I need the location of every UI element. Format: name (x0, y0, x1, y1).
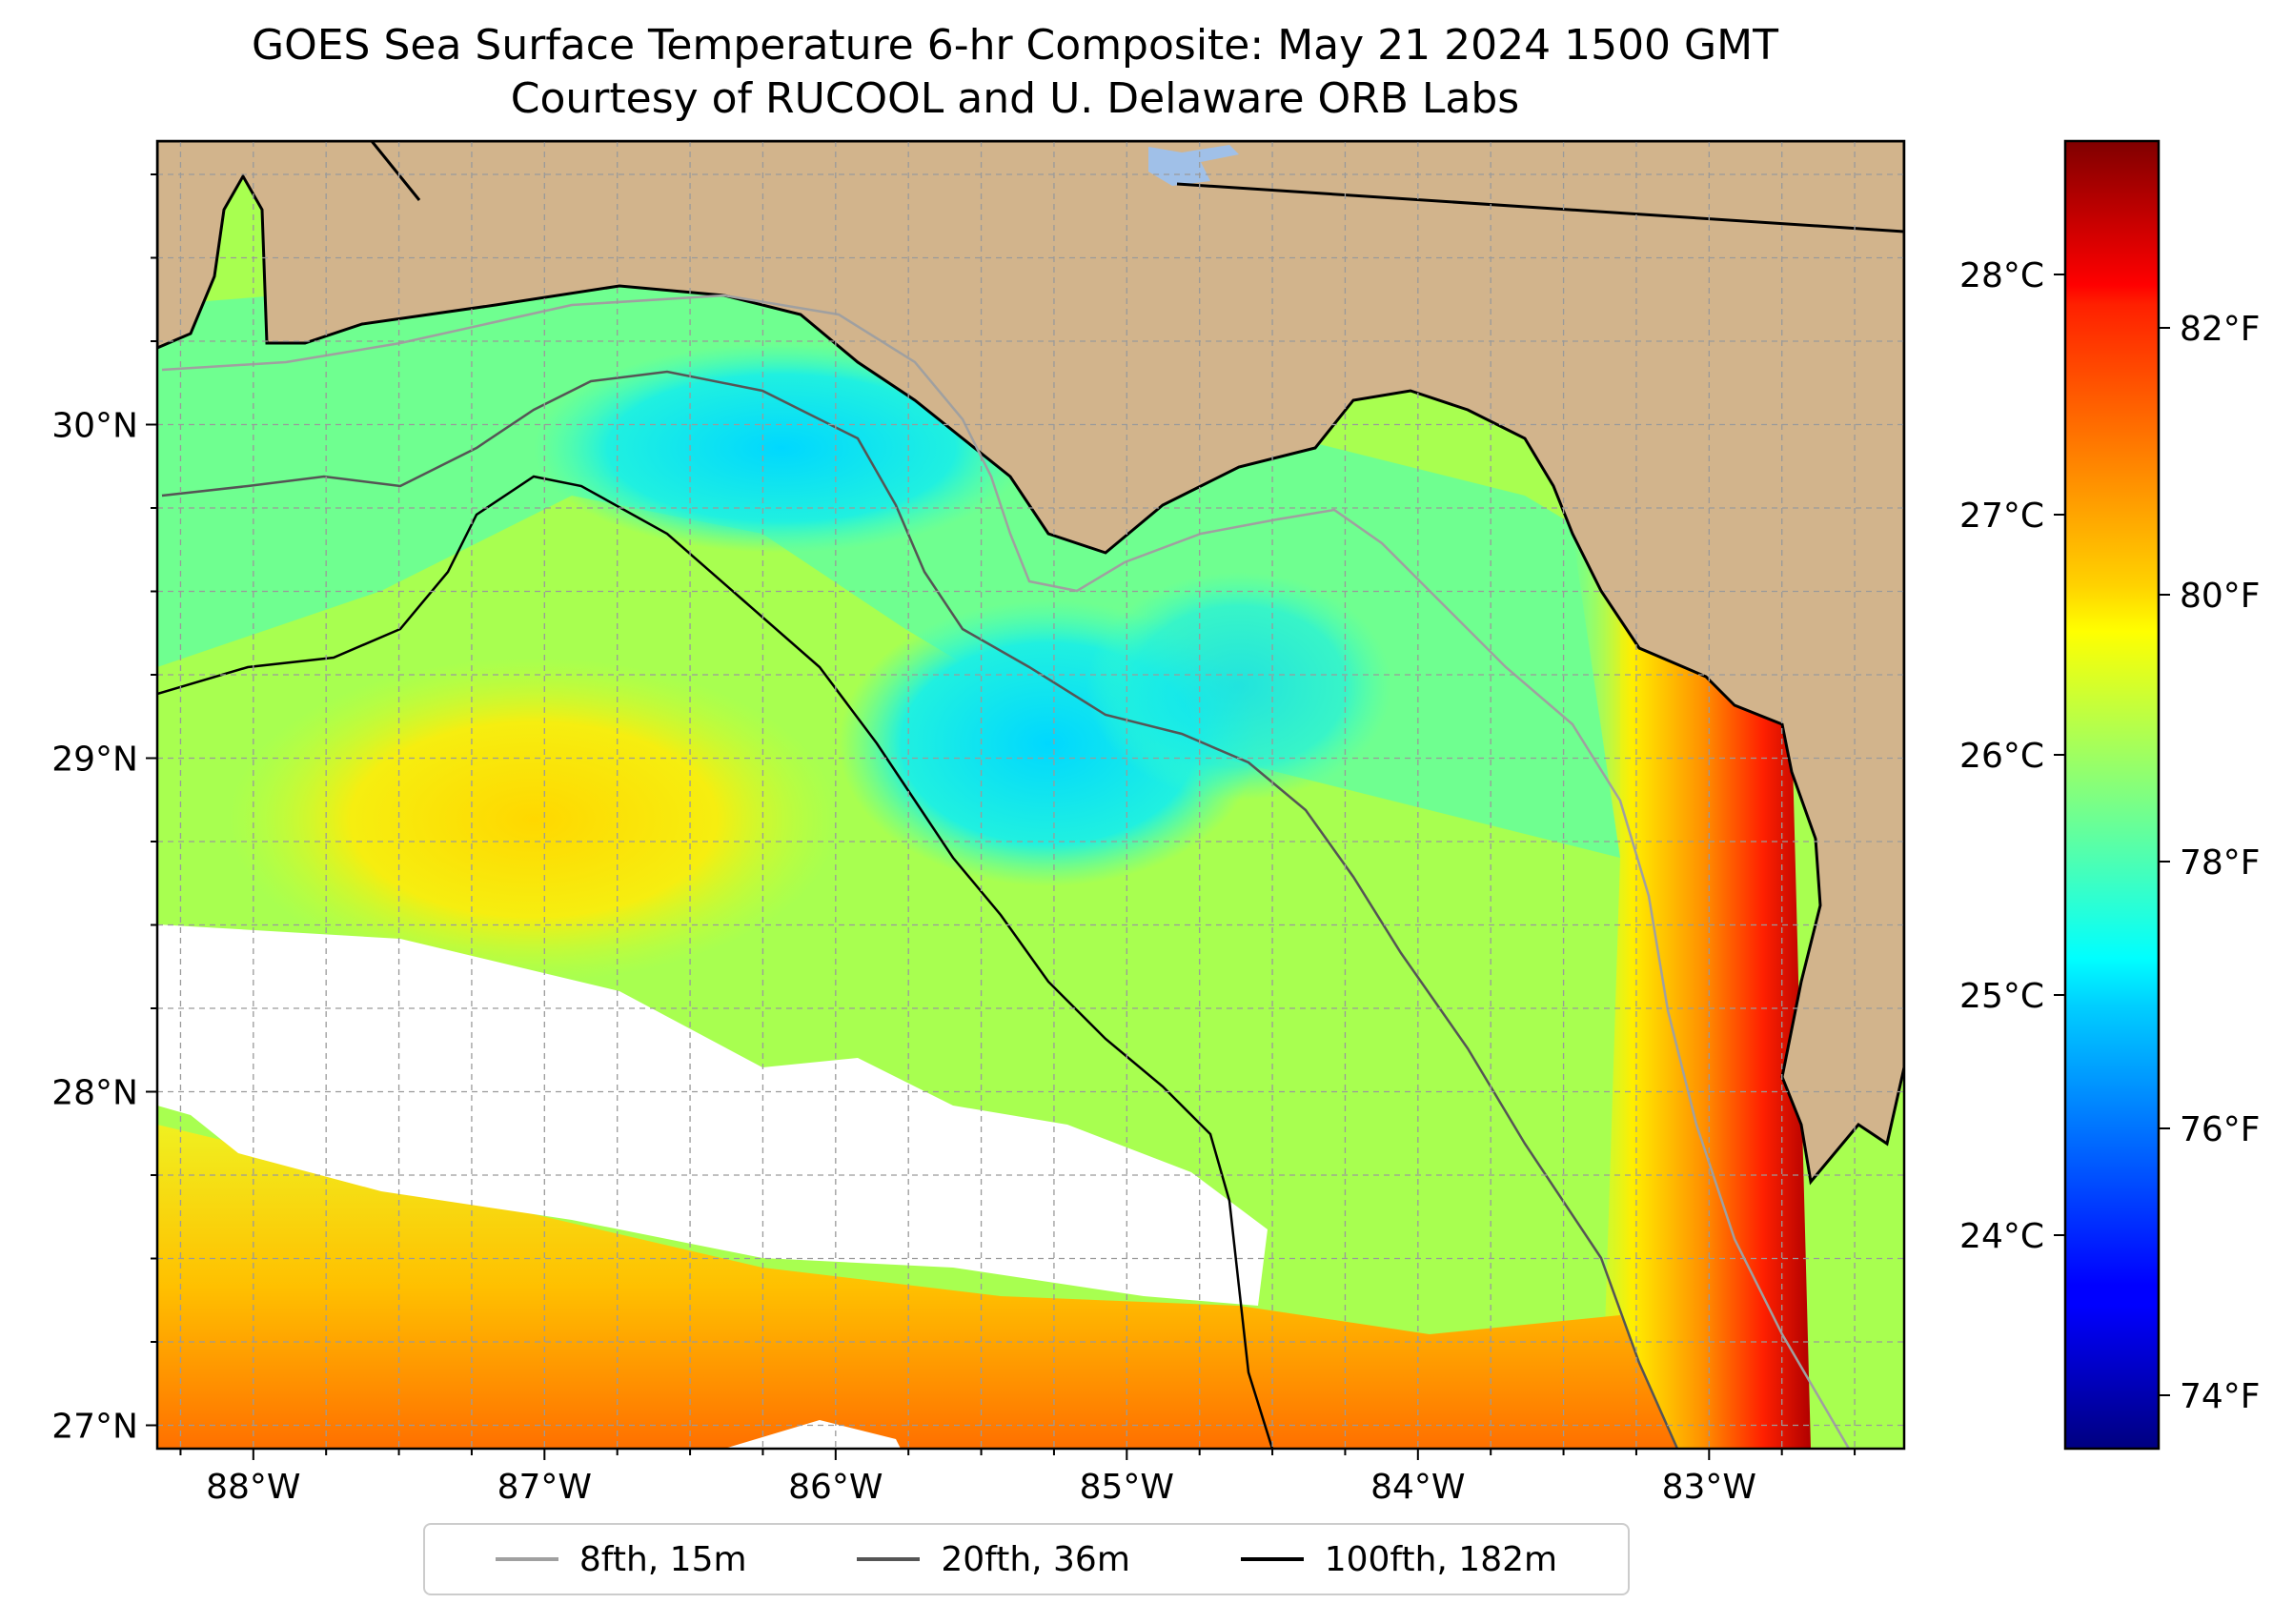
legend-label-8fth: 8fth, 15m (578, 1539, 747, 1579)
contour-legend: 8fth, 15m 20fth, 36m 100fth, 182m (423, 1523, 1630, 1595)
coast-line-inlet (370, 141, 421, 201)
inland-lake (1148, 145, 1239, 186)
legend-label-100fth: 100fth, 182m (1324, 1539, 1558, 1579)
colorbar (2063, 139, 2161, 1451)
lat-tick-label: 30°N (51, 407, 138, 446)
longitude-axis: 88°W 87°W 86°W 85°W 84°W 83°W (179, 1449, 1857, 1507)
legend-line-8fth (495, 1557, 558, 1561)
no-data-region (157, 924, 1268, 1306)
colorbar-fahrenheit-axis: 82°F 80°F 78°F 76°F 74°F (2159, 310, 2261, 1416)
map-title: GOES Sea Surface Temperature 6-hr Compos… (252, 21, 1778, 70)
fahrenheit-tick-label: 78°F (2180, 843, 2261, 883)
celsius-tick-label: 26°C (1959, 737, 2044, 776)
legend-label-20fth: 20fth, 36m (941, 1539, 1130, 1579)
lon-tick-label: 85°W (1080, 1468, 1174, 1507)
legend-line-20fth (857, 1557, 921, 1561)
lon-tick-label: 86°W (788, 1468, 883, 1507)
warm-patch-west (229, 658, 839, 982)
state-boundary (1176, 182, 1904, 233)
lat-tick-label: 27°N (51, 1408, 138, 1447)
cool-pool-east (1086, 572, 1391, 801)
lon-tick-label: 84°W (1370, 1468, 1465, 1507)
map-subtitle: Courtesy of RUCOOL and U. Delaware ORB L… (510, 74, 1520, 123)
fahrenheit-tick-label: 76°F (2180, 1110, 2261, 1149)
legend-line-100fth (1240, 1557, 1304, 1561)
celsius-tick-label: 24°C (1959, 1217, 2044, 1256)
lon-tick-label: 83°W (1662, 1468, 1756, 1507)
map-frame (155, 139, 1906, 1451)
fahrenheit-tick-label: 74°F (2180, 1377, 2261, 1416)
legend-item-20fth: 20fth, 36m (857, 1540, 1130, 1579)
legend-item-8fth: 8fth, 15m (495, 1539, 747, 1579)
warm-band-south (157, 1125, 1677, 1449)
legend-item-100fth: 100fth, 182m (1240, 1539, 1558, 1579)
celsius-tick-label: 28°C (1959, 256, 2044, 295)
fahrenheit-tick-label: 80°F (2180, 577, 2261, 616)
latitude-axis: 30°N 29°N 28°N 27°N (51, 173, 157, 1447)
map-area[interactable] (157, 141, 1904, 1449)
fahrenheit-tick-label: 82°F (2180, 310, 2261, 349)
no-data-region-south (724, 1420, 901, 1449)
celsius-tick-label: 25°C (1959, 977, 2044, 1016)
lon-tick-label: 87°W (497, 1468, 592, 1507)
lat-tick-label: 28°N (51, 1074, 138, 1113)
warm-nearshore-east (1573, 534, 1811, 1449)
lat-tick-label: 29°N (51, 741, 138, 780)
lon-tick-label: 88°W (206, 1468, 300, 1507)
celsius-tick-label: 27°C (1959, 497, 2044, 536)
gridlines (157, 141, 1904, 1449)
colorbar-celsius-axis: 28°C 27°C 26°C 25°C 24°C (1959, 256, 2065, 1256)
contour-20fth (161, 370, 1679, 1449)
